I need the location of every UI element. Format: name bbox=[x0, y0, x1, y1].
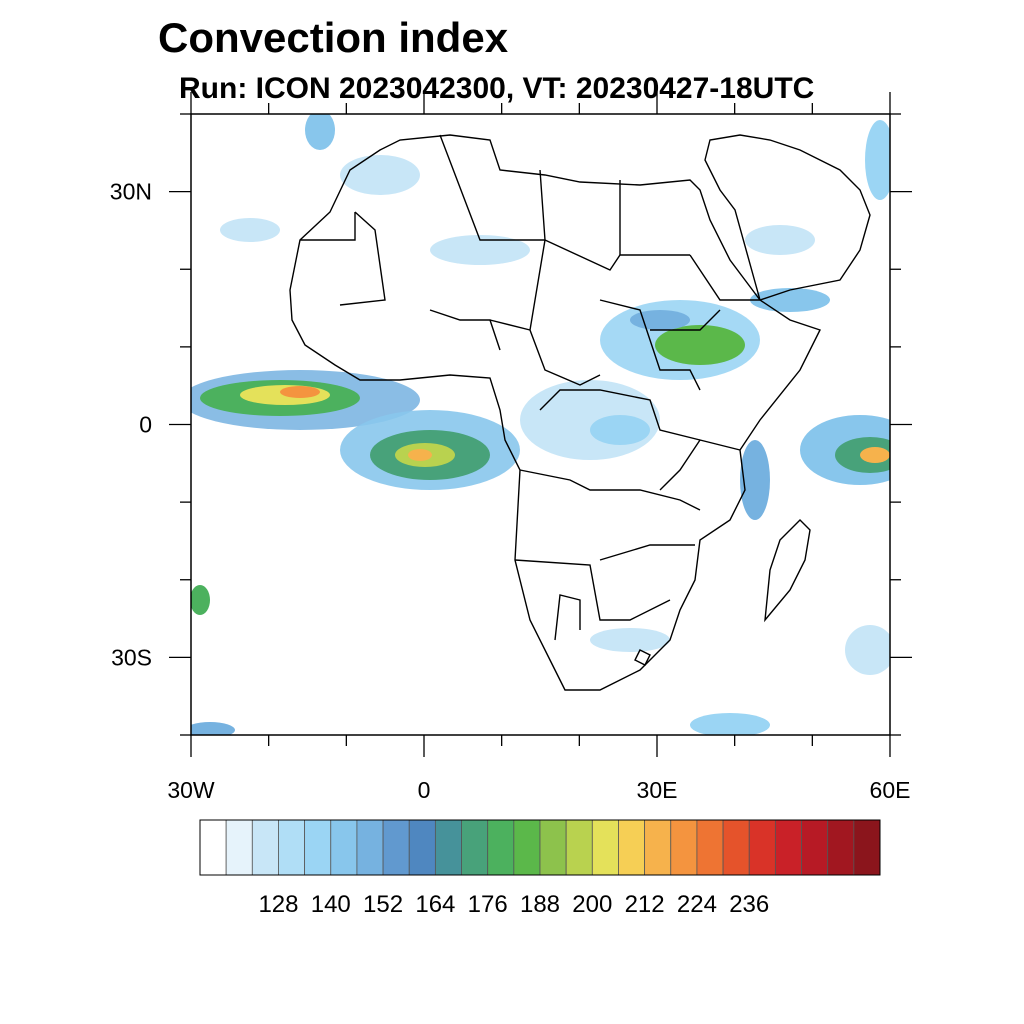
colorbar-swatch bbox=[356, 819, 384, 876]
axes: 30W 0 30E 60E 30N 0 30S bbox=[110, 92, 912, 803]
colorbar-swatch bbox=[565, 819, 593, 876]
colorbar-label: 188 bbox=[520, 891, 560, 918]
colorbar-swatch bbox=[461, 819, 489, 876]
x-tick-label: 30W bbox=[167, 777, 215, 803]
chart-title: Convection index bbox=[158, 14, 509, 61]
colorbar-label: 128 bbox=[258, 891, 298, 918]
colorbar: 128 140 152 164 176 188 200 212 224 236 bbox=[199, 819, 881, 918]
y-tick-label: 30N bbox=[110, 179, 152, 205]
y-tick-label: 0 bbox=[139, 412, 152, 438]
colorbar-label: 140 bbox=[311, 891, 351, 918]
colorbar-label: 200 bbox=[572, 891, 612, 918]
y-tick-label: 30S bbox=[111, 644, 152, 670]
colorbar-swatch bbox=[722, 819, 750, 876]
chart-subtitle: Run: ICON 2023042300, VT: 20230427-18UTC bbox=[179, 72, 815, 105]
colorbar-swatch bbox=[330, 819, 358, 876]
x-tick-label: 60E bbox=[870, 777, 911, 803]
colorbar-swatch bbox=[382, 819, 410, 876]
colorbar-swatch bbox=[853, 819, 881, 876]
colorbar-label: 236 bbox=[729, 891, 769, 918]
colorbar-swatch bbox=[827, 819, 855, 876]
colorbar-label: 224 bbox=[677, 891, 717, 918]
x-tick-label: 0 bbox=[418, 777, 431, 803]
colorbar-swatch bbox=[304, 819, 332, 876]
x-tick-label: 30E bbox=[637, 777, 678, 803]
colorbar-label: 152 bbox=[363, 891, 403, 918]
colorbar-swatch bbox=[748, 819, 776, 876]
colorbar-swatch bbox=[618, 819, 646, 876]
colorbar-label: 212 bbox=[625, 891, 665, 918]
colorbar-frame bbox=[199, 819, 881, 876]
colorbar-swatch bbox=[408, 819, 436, 876]
colorbar-swatch bbox=[251, 819, 279, 876]
convection-shading bbox=[191, 114, 890, 735]
colorbar-swatch bbox=[199, 819, 227, 876]
colorbar-swatch bbox=[434, 819, 462, 876]
coastlines bbox=[289, 134, 871, 691]
colorbar-swatch bbox=[696, 819, 724, 876]
colorbar-swatch bbox=[513, 819, 541, 876]
colorbar-swatch bbox=[539, 819, 567, 876]
colorbar-swatch bbox=[670, 819, 698, 876]
colorbar-swatch bbox=[487, 819, 515, 876]
colorbar-swatch bbox=[591, 819, 619, 876]
colorbar-swatch bbox=[801, 819, 829, 876]
colorbar-label: 164 bbox=[415, 891, 455, 918]
colorbar-swatch bbox=[774, 819, 802, 876]
colorbar-swatch bbox=[644, 819, 672, 876]
colorbar-swatch bbox=[278, 819, 306, 876]
colorbar-swatch bbox=[225, 819, 253, 876]
colorbar-label: 176 bbox=[468, 891, 508, 918]
